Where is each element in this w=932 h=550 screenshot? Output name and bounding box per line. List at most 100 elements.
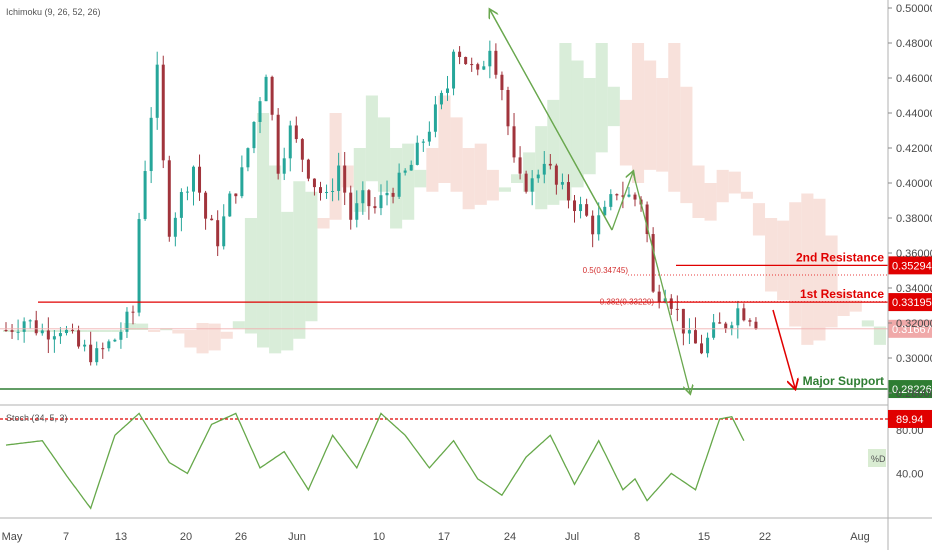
candle-body xyxy=(742,308,746,321)
x-tick-label: 20 xyxy=(180,531,192,543)
candle-body xyxy=(681,308,685,334)
cloud-segment xyxy=(498,187,512,192)
candlestick-series xyxy=(4,40,758,366)
candle-body xyxy=(597,215,601,235)
candle-body xyxy=(573,200,577,212)
candle-body xyxy=(294,125,298,140)
cloud-segment xyxy=(607,86,620,127)
stoch-level-bg xyxy=(888,409,932,428)
candle-body xyxy=(693,330,697,344)
candle-body xyxy=(258,101,262,122)
cloud-segment xyxy=(631,43,645,183)
candle-body xyxy=(222,216,226,247)
x-tick-label: 10 xyxy=(373,531,385,543)
cloud-segment xyxy=(2,330,16,332)
candle-body xyxy=(10,330,14,332)
second-resistance-price: 0.35294 xyxy=(892,260,932,272)
cloud-segment xyxy=(208,323,221,351)
y-tick-label: 0.40000 xyxy=(896,178,932,190)
candle-body xyxy=(512,126,516,158)
cloud-segment xyxy=(172,330,185,334)
cloud-segment xyxy=(438,95,451,183)
candle-body xyxy=(252,121,256,149)
x-tick-label: 26 xyxy=(235,531,247,543)
cloud-segment xyxy=(752,203,766,236)
candle-body xyxy=(657,291,661,302)
candle-body xyxy=(724,323,728,329)
major-support-text: Major Support xyxy=(803,374,884,388)
fib-382-label: 0.382(0.33220) xyxy=(600,298,655,307)
x-tick-label: Aug xyxy=(850,531,870,543)
y-tick-label: 0.28000 xyxy=(896,388,932,400)
cloud-segment xyxy=(462,148,475,210)
candle-body xyxy=(228,193,232,217)
candle-body xyxy=(149,117,153,172)
candle-body xyxy=(706,337,710,354)
cloud-segment xyxy=(87,330,100,332)
candle-body xyxy=(439,92,443,105)
cloud-segment xyxy=(559,43,572,201)
stoch-legend-bg xyxy=(868,449,886,467)
y-tick-label: 0.46000 xyxy=(896,73,932,85)
candle-body xyxy=(191,166,195,192)
candle-body xyxy=(591,215,595,235)
candle-body xyxy=(403,170,407,173)
cloud-segment xyxy=(99,330,112,332)
candle-body xyxy=(500,74,504,91)
candle-body xyxy=(718,322,722,324)
candle-body xyxy=(385,192,389,196)
stoch-legend: %D xyxy=(871,454,886,464)
candle-body xyxy=(125,311,129,332)
trend-arrow-line xyxy=(489,9,613,231)
cloud-segment xyxy=(136,323,149,330)
projection-arrow xyxy=(772,309,795,388)
cloud-segment xyxy=(293,181,306,339)
ichimoku-label[interactable]: Ichimoku (9, 26, 52, 26) xyxy=(6,7,101,17)
stoch-label[interactable]: Stoch (34, 5, 3) xyxy=(6,413,68,423)
candle-body xyxy=(651,234,655,292)
second-resistance-price-bg xyxy=(888,256,932,275)
candle-body xyxy=(669,298,673,309)
candle-body xyxy=(494,50,498,75)
cloud-segment xyxy=(789,202,802,327)
cloud-segment xyxy=(801,193,814,345)
candle-body xyxy=(173,217,177,237)
cloud-segment xyxy=(377,117,391,192)
x-tick-label: Jun xyxy=(288,531,306,543)
cloud-segment xyxy=(571,60,584,188)
candle-body xyxy=(506,90,510,127)
cloud-segment xyxy=(486,169,499,201)
candle-body xyxy=(579,204,583,212)
candle-body xyxy=(518,157,522,174)
cloud-segment xyxy=(256,113,270,348)
cloud-segment xyxy=(765,218,778,292)
stoch-level-value: 89.94 xyxy=(896,414,924,426)
second-resistance-text: 2nd Resistance xyxy=(796,250,884,264)
candle-body xyxy=(361,190,365,204)
candle-body xyxy=(615,194,619,196)
fib-50-label: 0.5(0.34745) xyxy=(583,266,629,275)
candle-body xyxy=(524,173,528,192)
candle-body xyxy=(264,76,268,102)
candle-body xyxy=(46,330,50,340)
candle-body xyxy=(77,330,81,347)
cloud-segment xyxy=(849,300,862,312)
first-resistance-text: 1st Resistance xyxy=(800,287,884,301)
candle-body xyxy=(300,139,304,160)
y-tick-label: 0.48000 xyxy=(896,38,932,50)
candle-body xyxy=(675,308,679,310)
candle-body xyxy=(282,158,286,174)
cloud-segment xyxy=(426,148,439,192)
cloud-segment xyxy=(728,171,741,194)
time-axis[interactable]: May 7 13 20 26 Jun 10 17 24 Jul 8 15 22 Aug xyxy=(2,531,870,543)
cloud-segment xyxy=(837,291,850,316)
candle-body xyxy=(179,192,183,218)
cloud-segment xyxy=(595,43,608,153)
candle-body xyxy=(216,220,220,247)
cloud-segment xyxy=(220,331,233,339)
candle-body xyxy=(530,178,534,192)
cloud-segment xyxy=(63,330,76,332)
candle-body xyxy=(566,182,570,201)
